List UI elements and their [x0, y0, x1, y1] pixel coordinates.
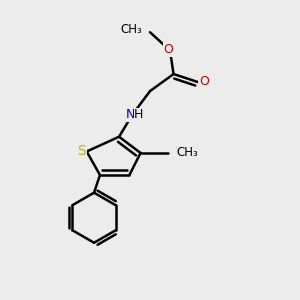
Text: N: N	[126, 108, 136, 121]
Text: CH₃: CH₃	[120, 23, 142, 36]
Text: CH₃: CH₃	[176, 146, 198, 159]
Text: O: O	[199, 75, 209, 88]
Text: H: H	[134, 108, 143, 121]
Text: S: S	[78, 144, 86, 158]
Text: O: O	[164, 43, 173, 56]
